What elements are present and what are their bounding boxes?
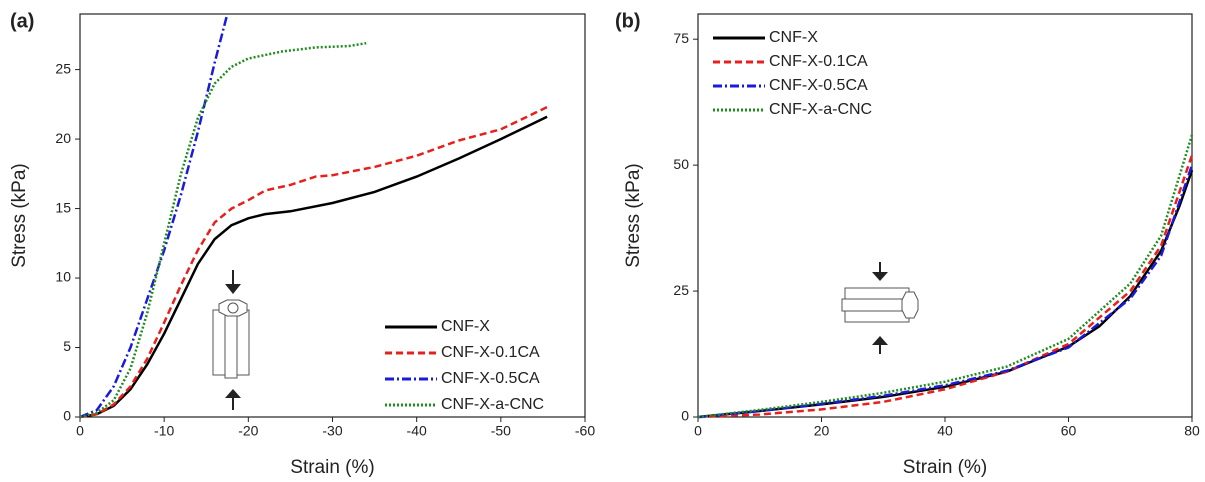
y-tick-label: 75 (673, 30, 689, 46)
y-axis-title: Stress (kPa) (9, 163, 30, 268)
x-axis-title: Strain (%) (290, 457, 374, 478)
x-tick-label: 40 (937, 423, 953, 439)
x-tick-label: -20 (238, 423, 258, 439)
sample-icon (841, 262, 919, 354)
y-tick-label: 0 (63, 408, 71, 424)
panel-label: (b) (615, 10, 641, 32)
y-tick-label: 15 (55, 199, 71, 215)
series-line (79, 105, 548, 419)
series-line (697, 169, 1194, 419)
panel-label: (a) (10, 10, 34, 32)
y-tick-label: 25 (673, 282, 689, 298)
legend-label: CNF-X (769, 29, 818, 46)
x-tick-label: -60 (575, 423, 595, 439)
legend-label: CNF-X-0.1CA (441, 344, 540, 361)
x-tick-label: 80 (1184, 423, 1200, 439)
sample-icon (212, 270, 250, 410)
series-line (697, 134, 1194, 419)
legend-label: CNF-X-a-CNC (441, 396, 544, 413)
x-tick-label: -50 (491, 423, 511, 439)
y-tick-label: 10 (55, 269, 71, 285)
legend-label: CNF-X-0.5CA (769, 77, 868, 94)
y-axis-title: Stress (kPa) (623, 163, 644, 268)
series-line (697, 164, 1194, 419)
plot-frame (697, 13, 1193, 418)
legend-label: CNF-X-a-CNC (769, 101, 872, 118)
y-tick-label: 5 (63, 338, 71, 354)
legend-label: CNF-X-0.1CA (769, 53, 868, 70)
legend-label: CNF-X (441, 318, 490, 335)
y-tick-label: 50 (673, 156, 689, 172)
series-line (697, 154, 1194, 419)
y-tick-label: 0 (681, 408, 689, 424)
x-tick-label: -40 (407, 423, 427, 439)
x-tick-label: -30 (322, 423, 342, 439)
x-tick-label: 0 (76, 423, 84, 439)
x-tick-label: 20 (814, 423, 830, 439)
x-tick-label: -10 (154, 423, 174, 439)
series-line (79, 41, 367, 419)
legend-label: CNF-X-0.5CA (441, 370, 540, 387)
series-line (79, 115, 548, 419)
x-tick-label: 0 (694, 423, 702, 439)
y-tick-label: 20 (55, 130, 71, 146)
x-tick-label: 60 (1061, 423, 1077, 439)
x-axis-title: Strain (%) (903, 457, 987, 478)
y-tick-label: 25 (55, 60, 71, 76)
series-line (79, 13, 229, 419)
